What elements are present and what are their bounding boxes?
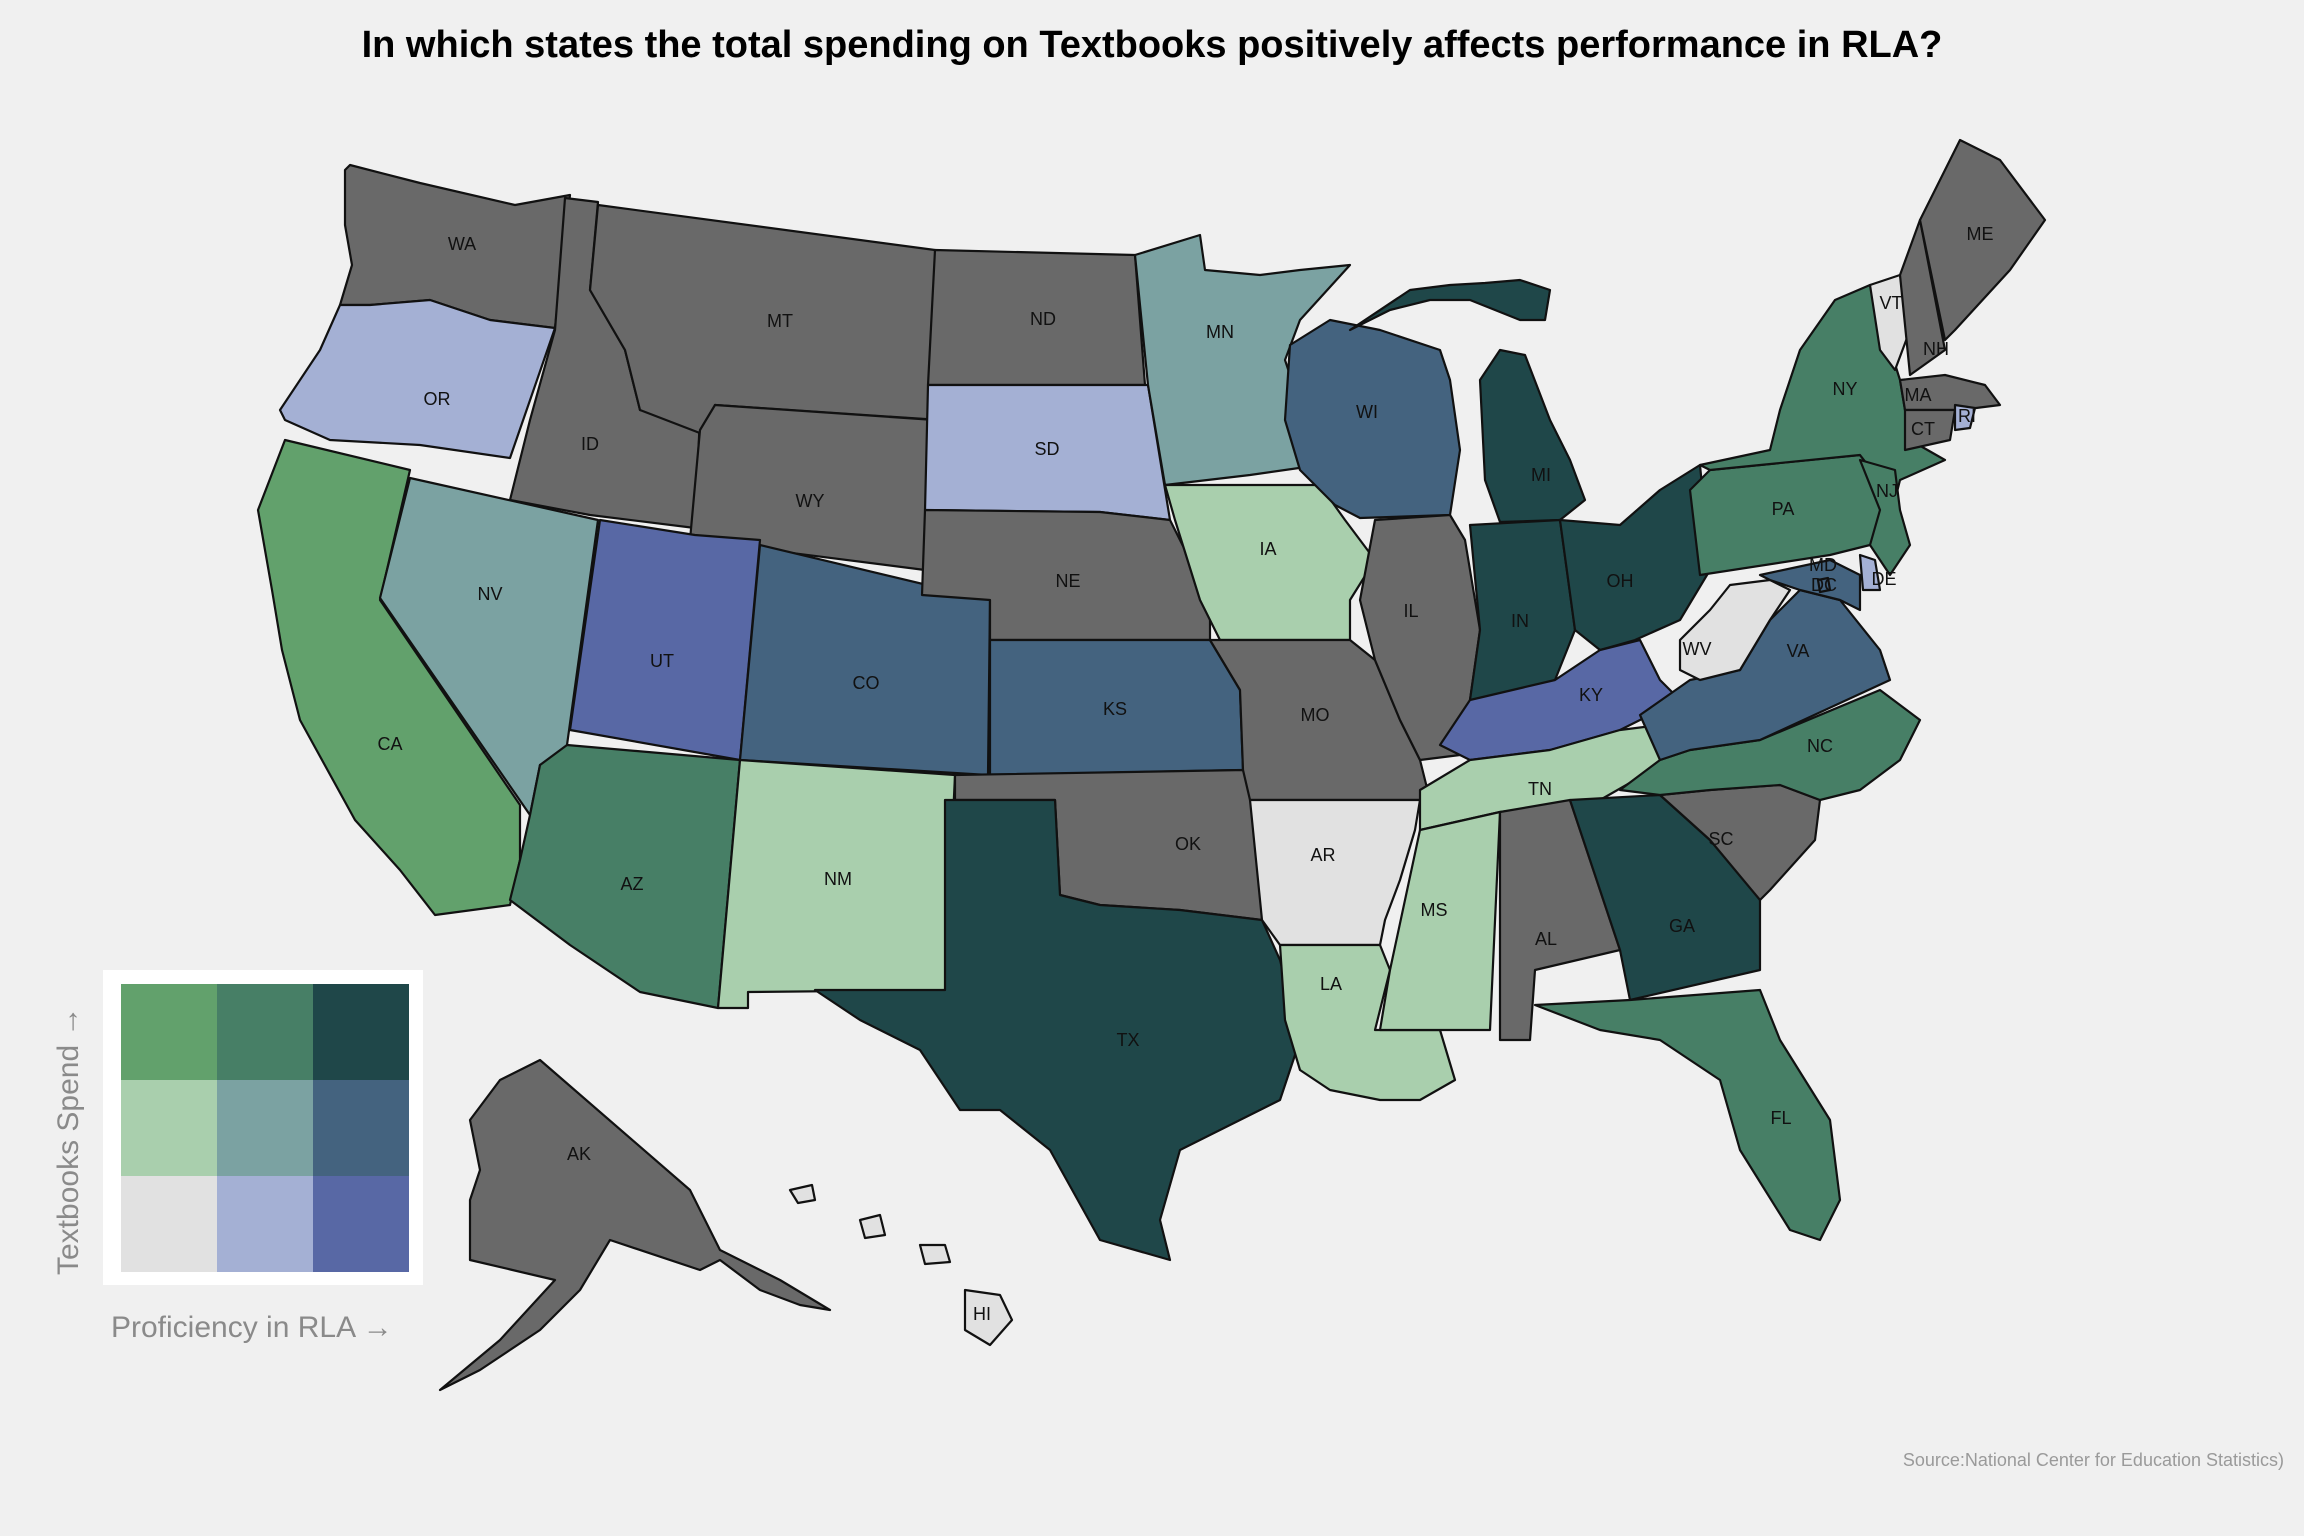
state-label-fl: FL [1770, 1108, 1791, 1128]
state-ms [1378, 810, 1502, 1032]
state-label-ut: UT [650, 651, 674, 671]
map-title: In which states the total spending on Te… [361, 24, 1943, 66]
state-mi [1348, 278, 1587, 524]
state-label-la: LA [1320, 974, 1342, 994]
legend-y-axis-label: Textbooks Spend → [52, 1006, 85, 1276]
state-label-pa: PA [1772, 499, 1795, 519]
state-label-in: IN [1511, 611, 1529, 631]
state-mt [588, 203, 942, 437]
state-tx [813, 798, 1302, 1262]
state-label-mi: MI [1531, 465, 1551, 485]
state-la [1278, 943, 1457, 1102]
state-mo [1208, 638, 1432, 802]
state-label-ms: MS [1421, 900, 1448, 920]
state-label-wv: WV [1683, 639, 1712, 659]
legend-x-axis-label: Proficiency in RLA → [111, 1311, 393, 1344]
state-label-ri: RI [1958, 406, 1976, 426]
legend-swatch-s1p2 [217, 1176, 313, 1272]
state-label-az: AZ [620, 874, 643, 894]
state-ct [1903, 408, 1957, 452]
state-label-ar: AR [1310, 845, 1335, 865]
state-label-tn: TN [1528, 779, 1552, 799]
legend-swatch-s3p2 [217, 984, 313, 1080]
state-label-ma: MA [1905, 385, 1932, 405]
state-label-ca: CA [377, 734, 402, 754]
legend-swatch-s2p1 [121, 1080, 217, 1176]
state-label-nj: NJ [1876, 481, 1898, 501]
state-wy [688, 403, 937, 572]
state-label-co: CO [853, 673, 880, 693]
state-label-wa: WA [448, 234, 476, 254]
state-ri [1953, 403, 1977, 432]
state-label-nh: NH [1923, 339, 1949, 359]
state-label-al: AL [1535, 929, 1557, 949]
legend-swatch-s3p1 [121, 984, 217, 1080]
state-wv [1678, 578, 1792, 682]
state-label-ct: CT [1911, 419, 1935, 439]
legend-swatch-s1p1 [121, 1176, 217, 1272]
state-de [1858, 553, 1882, 592]
state-label-nc: NC [1807, 736, 1833, 756]
state-label-ga: GA [1669, 916, 1695, 936]
state-label-oh: OH [1607, 571, 1634, 591]
state-oh [1558, 463, 1712, 652]
state-ar [1248, 798, 1422, 947]
state-label-vt: VT [1879, 293, 1902, 313]
bivariate-legend [103, 970, 423, 1285]
state-nj [1858, 458, 1912, 577]
state-hi [788, 1183, 1014, 1347]
state-label-va: VA [1787, 641, 1810, 661]
state-label-ne: NE [1055, 571, 1080, 591]
state-label-ia: IA [1259, 539, 1276, 559]
state-label-mt: MT [767, 311, 793, 331]
state-or [278, 298, 557, 460]
state-label-ks: KS [1103, 699, 1127, 719]
state-label-dc: DC [1811, 575, 1837, 595]
state-label-ny: NY [1832, 379, 1857, 399]
state-label-nv: NV [477, 584, 502, 604]
legend-swatch-s3p3 [313, 984, 409, 1080]
state-ut [568, 518, 762, 762]
legend-swatch-s2p3 [313, 1080, 409, 1176]
state-label-tx: TX [1116, 1030, 1139, 1050]
state-label-sd: SD [1034, 439, 1059, 459]
state-dc [1816, 576, 1832, 594]
state-label-nm: NM [824, 869, 852, 889]
state-label-mn: MN [1206, 322, 1234, 342]
state-nh [1898, 218, 1947, 377]
state-label-hi: HI [973, 1304, 991, 1324]
state-label-il: IL [1403, 601, 1418, 621]
state-label-wi: WI [1356, 402, 1378, 422]
source-note: Source:National Center for Education Sta… [1902, 1450, 2284, 1470]
state-label-de: DE [1871, 569, 1896, 589]
state-label-me: ME [1967, 224, 1994, 244]
state-label-ak: AK [567, 1144, 591, 1164]
state-label-sc: SC [1708, 829, 1733, 849]
state-label-wy: WY [796, 491, 825, 511]
state-label-ok: OK [1175, 834, 1201, 854]
state-wi [1283, 318, 1462, 520]
state-ca [256, 438, 522, 917]
state-label-or: OR [424, 389, 451, 409]
legend-swatch-s1p3 [313, 1176, 409, 1272]
state-vt [1868, 273, 1912, 372]
state-label-mo: MO [1301, 705, 1330, 725]
state-label-nd: ND [1030, 309, 1056, 329]
state-md [1758, 558, 1862, 612]
state-me [1918, 138, 2047, 342]
state-fl [1533, 988, 1842, 1242]
legend-swatch-s2p2 [217, 1080, 313, 1176]
state-label-md: MD [1809, 555, 1837, 575]
state-labels-layer: WA OR CA ID NV MT WY UT AZ CO NM ND SD NE KS OK TX MN IA MO… [377, 224, 1993, 1324]
state-ak [438, 1058, 832, 1392]
state-label-id: ID [581, 434, 599, 454]
state-label-ky: KY [1579, 685, 1603, 705]
states-layer [256, 138, 2047, 1392]
